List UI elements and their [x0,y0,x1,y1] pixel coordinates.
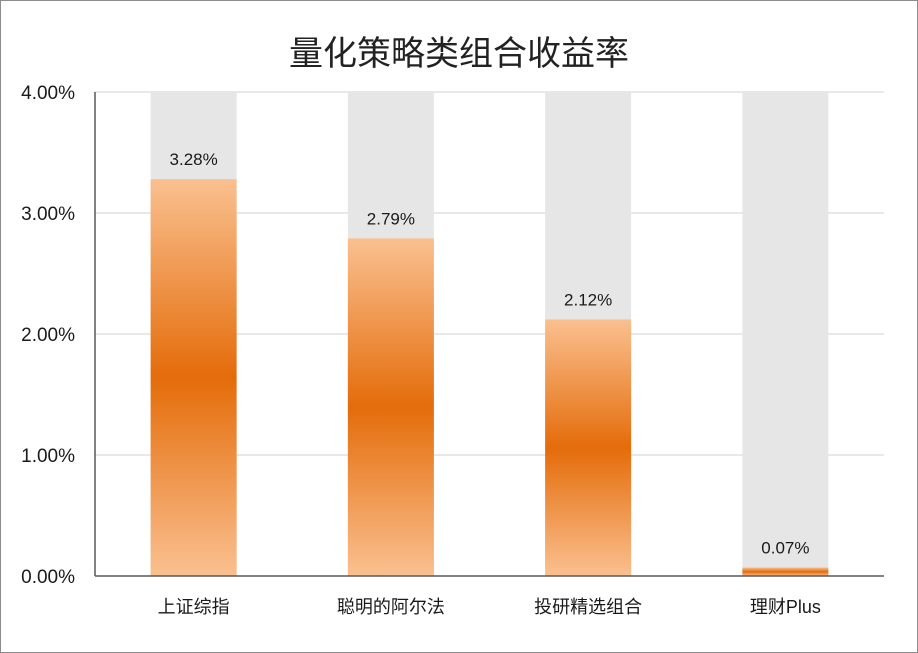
y-tick-label: 3.00% [21,204,75,225]
bar [347,238,434,576]
y-tick-label: 2.00% [21,325,75,346]
y-tick-label: 4.00% [21,83,75,104]
background-bar [742,92,829,576]
bar [150,179,237,576]
data-label: 3.28% [170,150,218,169]
bar [545,319,632,576]
bar [742,567,829,576]
y-tick-label: 1.00% [21,446,75,467]
data-label: 0.07% [761,539,809,558]
x-tick-label: 理财Plus [750,597,821,617]
chart-title: 量化策略类组合收益率 [289,35,629,73]
x-tick-label: 投研精选组合 [534,597,642,617]
y-tick-label: 0.00% [21,567,75,588]
x-tick-label: 聪明的阿尔法 [337,597,445,617]
x-tick-label: 上证综指 [158,597,230,617]
data-label: 2.79% [367,209,415,228]
data-label: 2.12% [564,290,612,309]
